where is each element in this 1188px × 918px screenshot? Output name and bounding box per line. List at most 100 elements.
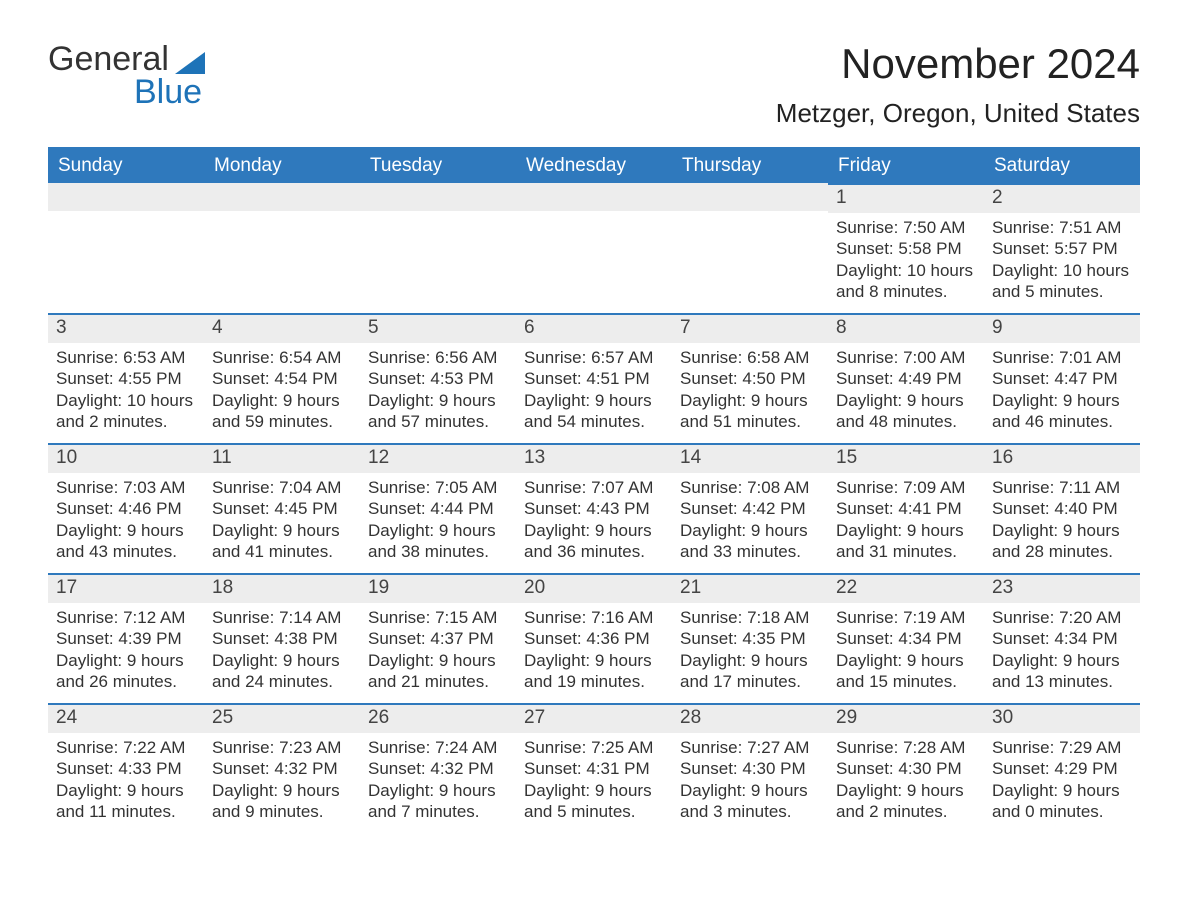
logo-text-blue: Blue xyxy=(134,73,202,112)
day-number: 2 xyxy=(984,185,1140,213)
sunset-line: Sunset: 4:29 PM xyxy=(992,758,1132,779)
calendar-cell: 4Sunrise: 6:54 AMSunset: 4:54 PMDaylight… xyxy=(204,313,360,443)
sunset-line: Sunset: 4:41 PM xyxy=(836,498,976,519)
sunrise-line: Sunrise: 7:11 AM xyxy=(992,477,1132,498)
page: General Blue November 2024 Metzger, Oreg… xyxy=(0,0,1188,873)
sunrise-line: Sunrise: 7:14 AM xyxy=(212,607,352,628)
day-number: 1 xyxy=(828,185,984,213)
day-header: Tuesday xyxy=(360,148,516,183)
day-number: 26 xyxy=(360,705,516,733)
day-number: 20 xyxy=(516,575,672,603)
daylight-line: Daylight: 9 hours and 11 minutes. xyxy=(56,780,196,823)
sunset-line: Sunset: 4:53 PM xyxy=(368,368,508,389)
calendar-cell: 28Sunrise: 7:27 AMSunset: 4:30 PMDayligh… xyxy=(672,703,828,833)
day-details: Sunrise: 7:14 AMSunset: 4:38 PMDaylight:… xyxy=(204,603,360,696)
sunrise-line: Sunrise: 7:20 AM xyxy=(992,607,1132,628)
calendar-cell xyxy=(360,183,516,313)
calendar-cell: 20Sunrise: 7:16 AMSunset: 4:36 PMDayligh… xyxy=(516,573,672,703)
calendar-cell: 3Sunrise: 6:53 AMSunset: 4:55 PMDaylight… xyxy=(48,313,204,443)
day-number: 11 xyxy=(204,445,360,473)
day-number: 27 xyxy=(516,705,672,733)
day-details: Sunrise: 7:50 AMSunset: 5:58 PMDaylight:… xyxy=(828,213,984,306)
daylight-line: Daylight: 9 hours and 59 minutes. xyxy=(212,390,352,433)
sunrise-line: Sunrise: 7:16 AM xyxy=(524,607,664,628)
day-details: Sunrise: 7:05 AMSunset: 4:44 PMDaylight:… xyxy=(360,473,516,566)
location-subtitle: Metzger, Oregon, United States xyxy=(776,98,1140,129)
sunset-line: Sunset: 4:32 PM xyxy=(368,758,508,779)
sunrise-line: Sunrise: 7:23 AM xyxy=(212,737,352,758)
sunrise-line: Sunrise: 7:09 AM xyxy=(836,477,976,498)
daylight-line: Daylight: 9 hours and 57 minutes. xyxy=(368,390,508,433)
day-number xyxy=(204,183,360,211)
day-number: 24 xyxy=(48,705,204,733)
daylight-line: Daylight: 9 hours and 26 minutes. xyxy=(56,650,196,693)
daylight-line: Daylight: 9 hours and 51 minutes. xyxy=(680,390,820,433)
sunrise-line: Sunrise: 7:12 AM xyxy=(56,607,196,628)
sunset-line: Sunset: 5:58 PM xyxy=(836,238,976,259)
sunset-line: Sunset: 4:34 PM xyxy=(836,628,976,649)
calendar-cell: 23Sunrise: 7:20 AMSunset: 4:34 PMDayligh… xyxy=(984,573,1140,703)
day-details: Sunrise: 6:58 AMSunset: 4:50 PMDaylight:… xyxy=(672,343,828,436)
day-details: Sunrise: 6:53 AMSunset: 4:55 PMDaylight:… xyxy=(48,343,204,436)
calendar-cell xyxy=(516,183,672,313)
day-details: Sunrise: 7:11 AMSunset: 4:40 PMDaylight:… xyxy=(984,473,1140,566)
sunrise-line: Sunrise: 7:00 AM xyxy=(836,347,976,368)
day-number: 21 xyxy=(672,575,828,603)
calendar-week-row: 10Sunrise: 7:03 AMSunset: 4:46 PMDayligh… xyxy=(48,443,1140,573)
logo-triangle-icon xyxy=(175,52,205,74)
calendar-table: Sunday Monday Tuesday Wednesday Thursday… xyxy=(48,147,1140,833)
calendar-cell: 10Sunrise: 7:03 AMSunset: 4:46 PMDayligh… xyxy=(48,443,204,573)
sunrise-line: Sunrise: 7:03 AM xyxy=(56,477,196,498)
day-details: Sunrise: 7:01 AMSunset: 4:47 PMDaylight:… xyxy=(984,343,1140,436)
sunrise-line: Sunrise: 7:27 AM xyxy=(680,737,820,758)
day-number: 30 xyxy=(984,705,1140,733)
sunset-line: Sunset: 4:51 PM xyxy=(524,368,664,389)
daylight-line: Daylight: 9 hours and 33 minutes. xyxy=(680,520,820,563)
header: General Blue November 2024 Metzger, Oreg… xyxy=(48,40,1140,129)
sunrise-line: Sunrise: 7:22 AM xyxy=(56,737,196,758)
daylight-line: Daylight: 9 hours and 41 minutes. xyxy=(212,520,352,563)
logo: General Blue xyxy=(48,40,205,112)
sunset-line: Sunset: 4:38 PM xyxy=(212,628,352,649)
day-number: 13 xyxy=(516,445,672,473)
daylight-line: Daylight: 9 hours and 28 minutes. xyxy=(992,520,1132,563)
daylight-line: Daylight: 9 hours and 17 minutes. xyxy=(680,650,820,693)
sunrise-line: Sunrise: 7:01 AM xyxy=(992,347,1132,368)
daylight-line: Daylight: 9 hours and 38 minutes. xyxy=(368,520,508,563)
calendar-week-row: 17Sunrise: 7:12 AMSunset: 4:39 PMDayligh… xyxy=(48,573,1140,703)
sunset-line: Sunset: 4:31 PM xyxy=(524,758,664,779)
sunrise-line: Sunrise: 6:54 AM xyxy=(212,347,352,368)
daylight-line: Daylight: 9 hours and 46 minutes. xyxy=(992,390,1132,433)
calendar-cell: 29Sunrise: 7:28 AMSunset: 4:30 PMDayligh… xyxy=(828,703,984,833)
day-header: Friday xyxy=(828,148,984,183)
calendar-week-row: 3Sunrise: 6:53 AMSunset: 4:55 PMDaylight… xyxy=(48,313,1140,443)
daylight-line: Daylight: 9 hours and 7 minutes. xyxy=(368,780,508,823)
sunset-line: Sunset: 4:42 PM xyxy=(680,498,820,519)
day-number: 10 xyxy=(48,445,204,473)
day-number: 12 xyxy=(360,445,516,473)
calendar-cell: 8Sunrise: 7:00 AMSunset: 4:49 PMDaylight… xyxy=(828,313,984,443)
day-number: 28 xyxy=(672,705,828,733)
day-details: Sunrise: 7:22 AMSunset: 4:33 PMDaylight:… xyxy=(48,733,204,826)
calendar-cell: 22Sunrise: 7:19 AMSunset: 4:34 PMDayligh… xyxy=(828,573,984,703)
day-details xyxy=(360,211,516,219)
day-number: 7 xyxy=(672,315,828,343)
day-number: 9 xyxy=(984,315,1140,343)
day-details xyxy=(204,211,360,219)
sunrise-line: Sunrise: 7:18 AM xyxy=(680,607,820,628)
month-title: November 2024 xyxy=(776,40,1140,88)
calendar-cell: 14Sunrise: 7:08 AMSunset: 4:42 PMDayligh… xyxy=(672,443,828,573)
calendar-week-row: 1Sunrise: 7:50 AMSunset: 5:58 PMDaylight… xyxy=(48,183,1140,313)
day-header: Thursday xyxy=(672,148,828,183)
daylight-line: Daylight: 9 hours and 31 minutes. xyxy=(836,520,976,563)
calendar-cell: 18Sunrise: 7:14 AMSunset: 4:38 PMDayligh… xyxy=(204,573,360,703)
day-number: 22 xyxy=(828,575,984,603)
daylight-line: Daylight: 9 hours and 0 minutes. xyxy=(992,780,1132,823)
day-details xyxy=(48,211,204,219)
sunset-line: Sunset: 4:49 PM xyxy=(836,368,976,389)
calendar-cell: 30Sunrise: 7:29 AMSunset: 4:29 PMDayligh… xyxy=(984,703,1140,833)
day-number: 8 xyxy=(828,315,984,343)
calendar-cell: 24Sunrise: 7:22 AMSunset: 4:33 PMDayligh… xyxy=(48,703,204,833)
calendar-cell: 15Sunrise: 7:09 AMSunset: 4:41 PMDayligh… xyxy=(828,443,984,573)
calendar-body: 1Sunrise: 7:50 AMSunset: 5:58 PMDaylight… xyxy=(48,183,1140,833)
